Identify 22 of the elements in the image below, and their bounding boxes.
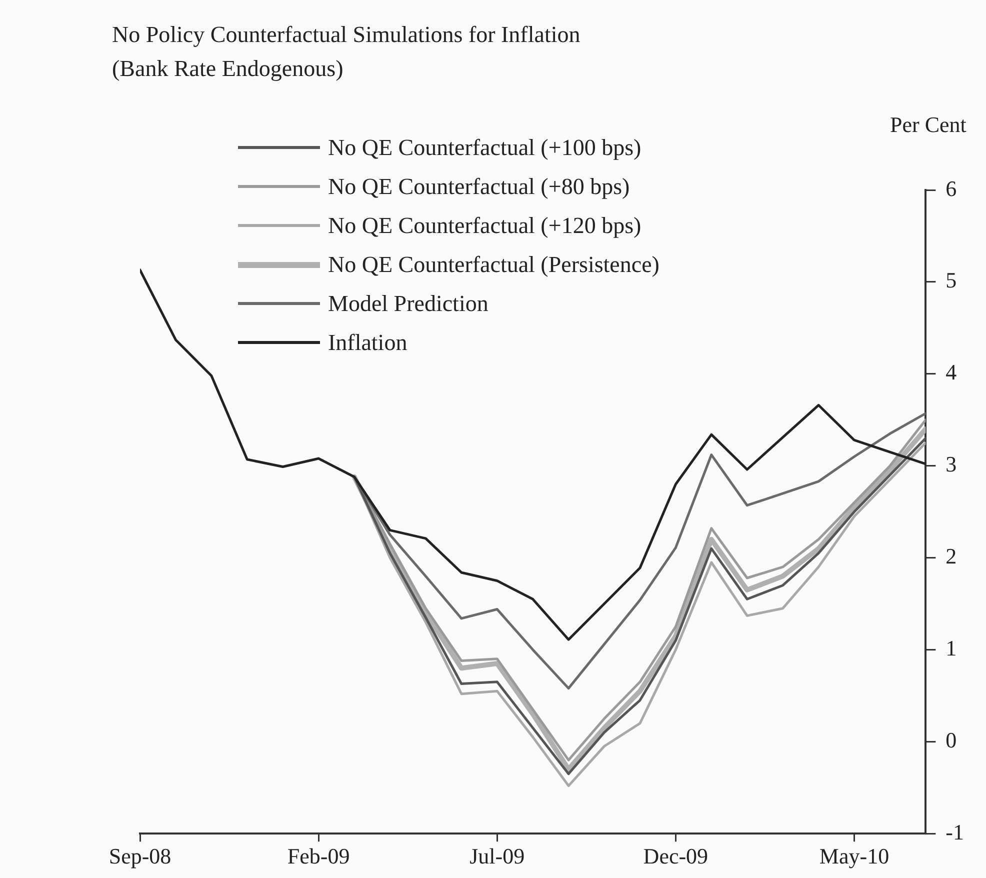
legend-label: No QE Counterfactual (+100 bps) [328, 134, 642, 160]
y-tick-label: -1 [946, 819, 964, 844]
chart-title: No Policy Counterfactual Simulations for Inflation [112, 21, 580, 49]
y-tick-label: 2 [946, 544, 957, 569]
y-tick-label: 4 [946, 360, 957, 385]
y-tick-label: 3 [946, 452, 957, 477]
y-axis-title: Per Cent [890, 112, 966, 138]
legend-label: Inflation [328, 330, 408, 356]
x-tick-label: May-10 [819, 844, 890, 869]
y-tick-label: 6 [946, 176, 957, 201]
x-tick-label: Dec-09 [643, 844, 708, 869]
legend-label: No QE Counterfactual (+80 bps) [328, 174, 630, 200]
legend-label: No QE Counterfactual (Persistence) [328, 252, 660, 278]
legend-label: No QE Counterfactual (+120 bps) [328, 212, 642, 238]
x-tick-label: Jul-09 [470, 844, 525, 869]
y-tick-label: 0 [946, 727, 957, 752]
legend-label: Model Prediction [328, 290, 488, 316]
chart-subtitle: (Bank Rate Endogenous) [112, 55, 344, 83]
y-tick-label: 1 [946, 635, 957, 660]
y-tick-label: 5 [946, 268, 957, 293]
x-tick-label: Sep-08 [108, 844, 172, 869]
x-tick-label: Feb-09 [287, 844, 350, 869]
